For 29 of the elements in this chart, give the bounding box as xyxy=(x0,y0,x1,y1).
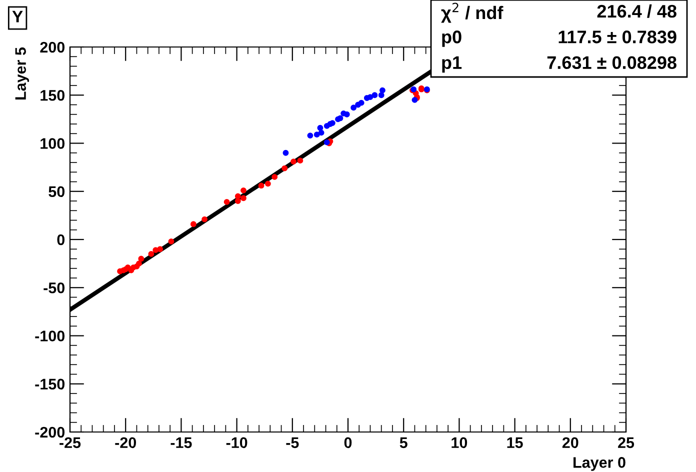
y-tick-label: -150 xyxy=(35,378,65,390)
y-tick-label: 150 xyxy=(40,90,65,101)
x-tick-label: 10 xyxy=(452,437,468,448)
x-tick-label: -15 xyxy=(170,437,192,448)
x-tick-label: 5 xyxy=(400,437,408,448)
x-tick-label: 20 xyxy=(562,437,578,448)
x-tick-label: -5 xyxy=(286,437,299,448)
y-tick-label: 200 xyxy=(40,42,65,53)
text: 216.4 / 48 xyxy=(597,4,676,18)
chart-title: Y xyxy=(12,10,23,22)
annotation: p1 xyxy=(442,56,462,73)
x-tick-label: -10 xyxy=(226,437,248,448)
y-tick-label: -200 xyxy=(35,426,65,438)
x-tick-label: 15 xyxy=(507,437,523,448)
y-tick-label: -100 xyxy=(35,330,65,342)
y-tick-label: -50 xyxy=(44,282,65,294)
text: p0 xyxy=(442,30,462,47)
x-axis-title: Layer 0 xyxy=(574,457,626,471)
text: 117.5 ± 0.7839 xyxy=(558,30,676,44)
x-tick-label: -25 xyxy=(60,437,81,448)
annotation: 7.631 ± 0.08298 xyxy=(547,56,676,70)
y-tick-label: 100 xyxy=(40,138,65,149)
x-tick-label: 25 xyxy=(618,437,634,448)
y-axis-title: Layer 5 xyxy=(15,47,30,100)
y-tick-label: 50 xyxy=(48,186,65,198)
text: χ$^{2}$ / ndf xyxy=(441,2,504,23)
y-tick-label: 0 xyxy=(57,234,65,246)
x-tick-label: -20 xyxy=(115,437,136,448)
x-tick-label: 0 xyxy=(344,437,352,448)
